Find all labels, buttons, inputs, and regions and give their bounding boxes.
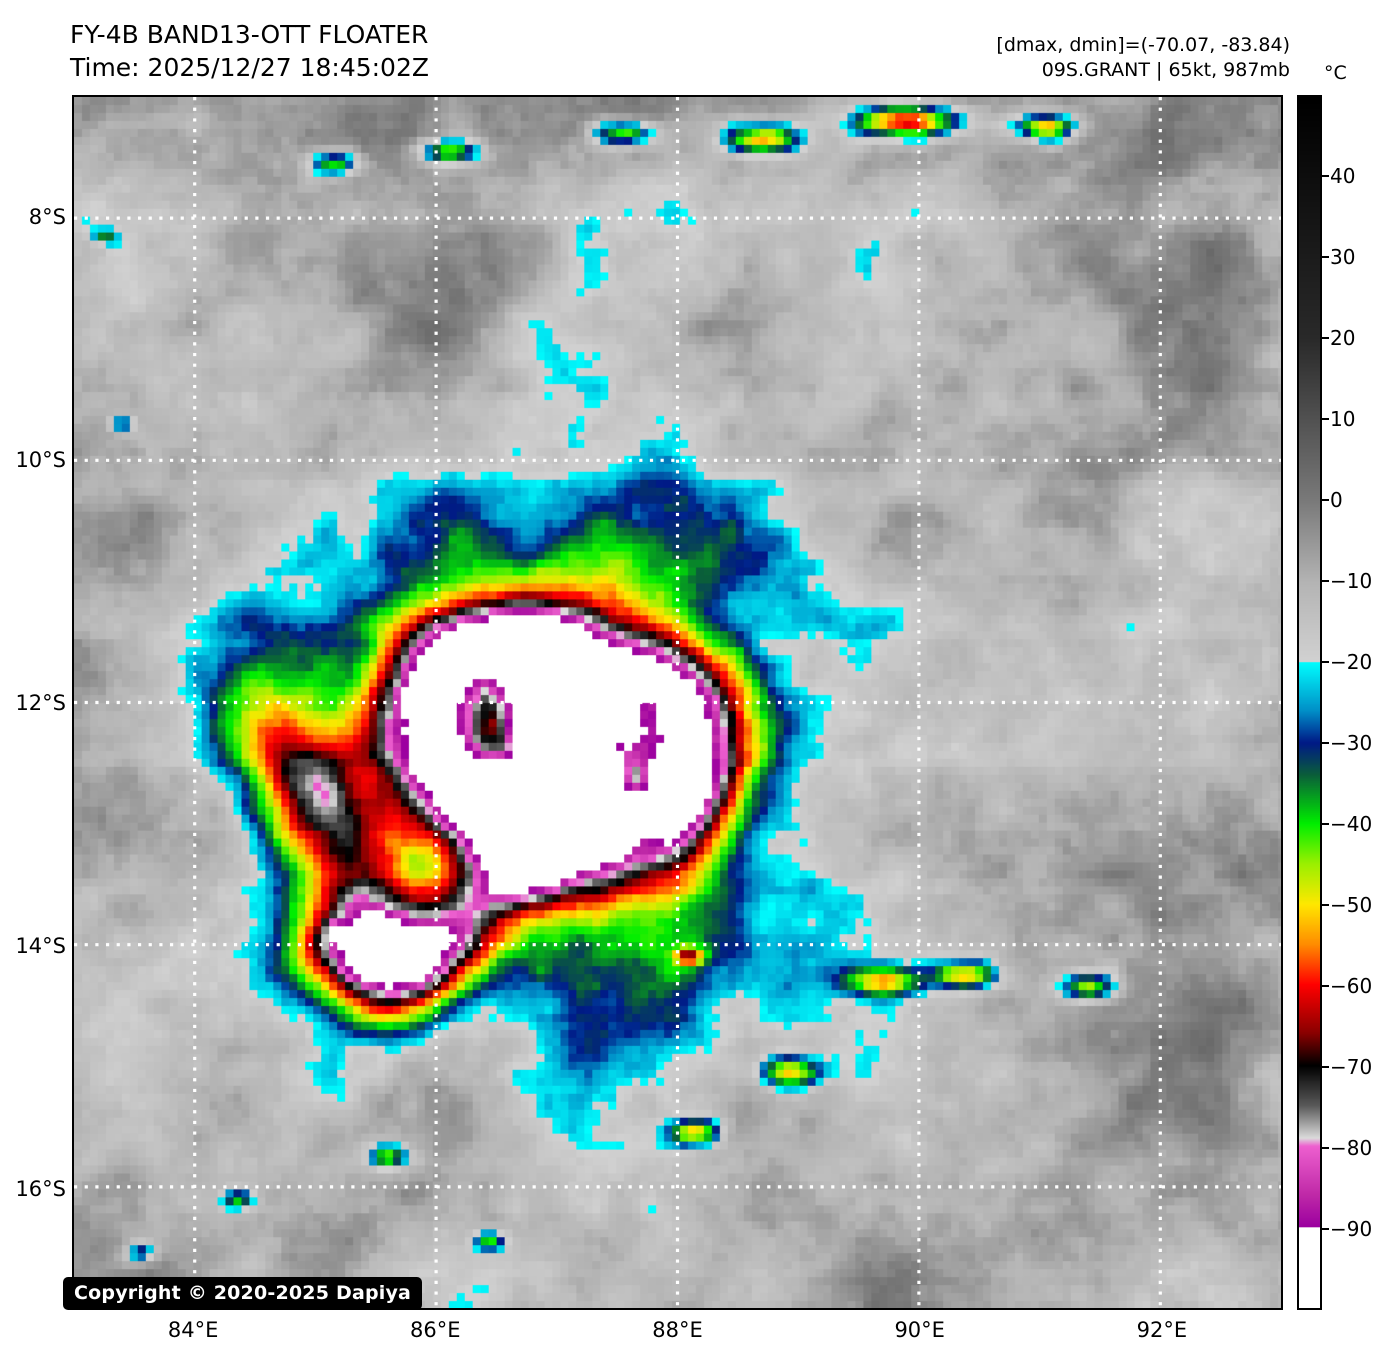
lat-tick-16S: 16°S: [15, 1176, 66, 1201]
data-extremes: [dmax, dmin]=(-70.07, -83.84): [996, 34, 1290, 56]
lon-tick-84E: 84°E: [167, 1318, 219, 1342]
colorbar-tick-mark: [1322, 1147, 1329, 1149]
colorbar-tick-neg90: −90: [1330, 1217, 1373, 1241]
lat-tick-14S: 14°S: [15, 933, 66, 958]
colorbar-tick-neg40: −40: [1330, 812, 1373, 836]
temperature-colorbar: [1297, 95, 1322, 1310]
colorbar-tick-mark: [1322, 256, 1329, 258]
colorbar-tick-neg50: −50: [1330, 893, 1373, 917]
colorbar-tick-0: 0: [1330, 488, 1343, 512]
colorbar-tick-10: 10: [1330, 407, 1356, 431]
colorbar-tick-30: 30: [1330, 245, 1356, 269]
lon-tick-86E: 86°E: [410, 1318, 461, 1342]
colorbar-tick-mark: [1322, 499, 1329, 501]
colorbar-tick-mark: [1322, 661, 1329, 663]
colorbar-tick-mark: [1322, 823, 1329, 825]
colorbar-tick-20: 20: [1330, 326, 1356, 350]
colorbar-tick-mark: [1322, 580, 1329, 582]
storm-info: 09S.GRANT | 65kt, 987mb: [1041, 58, 1290, 81]
colorbar-tick-mark: [1322, 985, 1329, 987]
lat-tick-12S: 12°S: [15, 690, 66, 715]
colorbar-unit-label: °C: [1324, 62, 1347, 84]
lat-tick-8S: 8°S: [28, 204, 66, 229]
colorbar-tick-neg60: −60: [1330, 974, 1373, 998]
colorbar-tick-neg20: −20: [1330, 650, 1373, 674]
satellite-image-plot[interactable]: [72, 95, 1283, 1310]
colorbar-tick-40: 40: [1330, 164, 1356, 188]
lat-tick-10S: 10°S: [15, 447, 66, 472]
lon-tick-92E: 92°E: [1136, 1318, 1188, 1342]
infrared-satellite-imagery: [74, 97, 1281, 1308]
colorbar-tick-neg80: −80: [1330, 1136, 1373, 1160]
lon-tick-88E: 88°E: [652, 1318, 703, 1342]
colorbar-tick-mark: [1322, 337, 1329, 339]
timestamp: Time: 2025/12/27 18:45:02Z: [70, 53, 429, 82]
header-meta-block: [dmax, dmin]=(-70.07, -83.84) 09S.GRANT …: [996, 33, 1290, 82]
colorbar-tick-mark: [1322, 418, 1329, 420]
lon-tick-90E: 90°E: [894, 1318, 945, 1342]
header-title-block: FY-4B BAND13-OTT FLOATER Time: 2025/12/2…: [70, 18, 429, 84]
product-title: FY-4B BAND13-OTT FLOATER: [70, 20, 429, 49]
colorbar-tick-mark: [1322, 175, 1329, 177]
colorbar-tick-mark: [1322, 904, 1329, 906]
colorbar-tick-mark: [1322, 1228, 1329, 1230]
colorbar-tick-mark: [1322, 1066, 1329, 1068]
copyright-watermark: Copyright © 2020-2025 Dapiya: [63, 1277, 423, 1310]
colorbar-tick-mark: [1322, 742, 1329, 744]
colorbar-gradient: [1299, 97, 1320, 1308]
colorbar-tick-neg10: −10: [1330, 569, 1373, 593]
colorbar-tick-neg30: −30: [1330, 731, 1373, 755]
colorbar-tick-neg70: −70: [1330, 1055, 1373, 1079]
